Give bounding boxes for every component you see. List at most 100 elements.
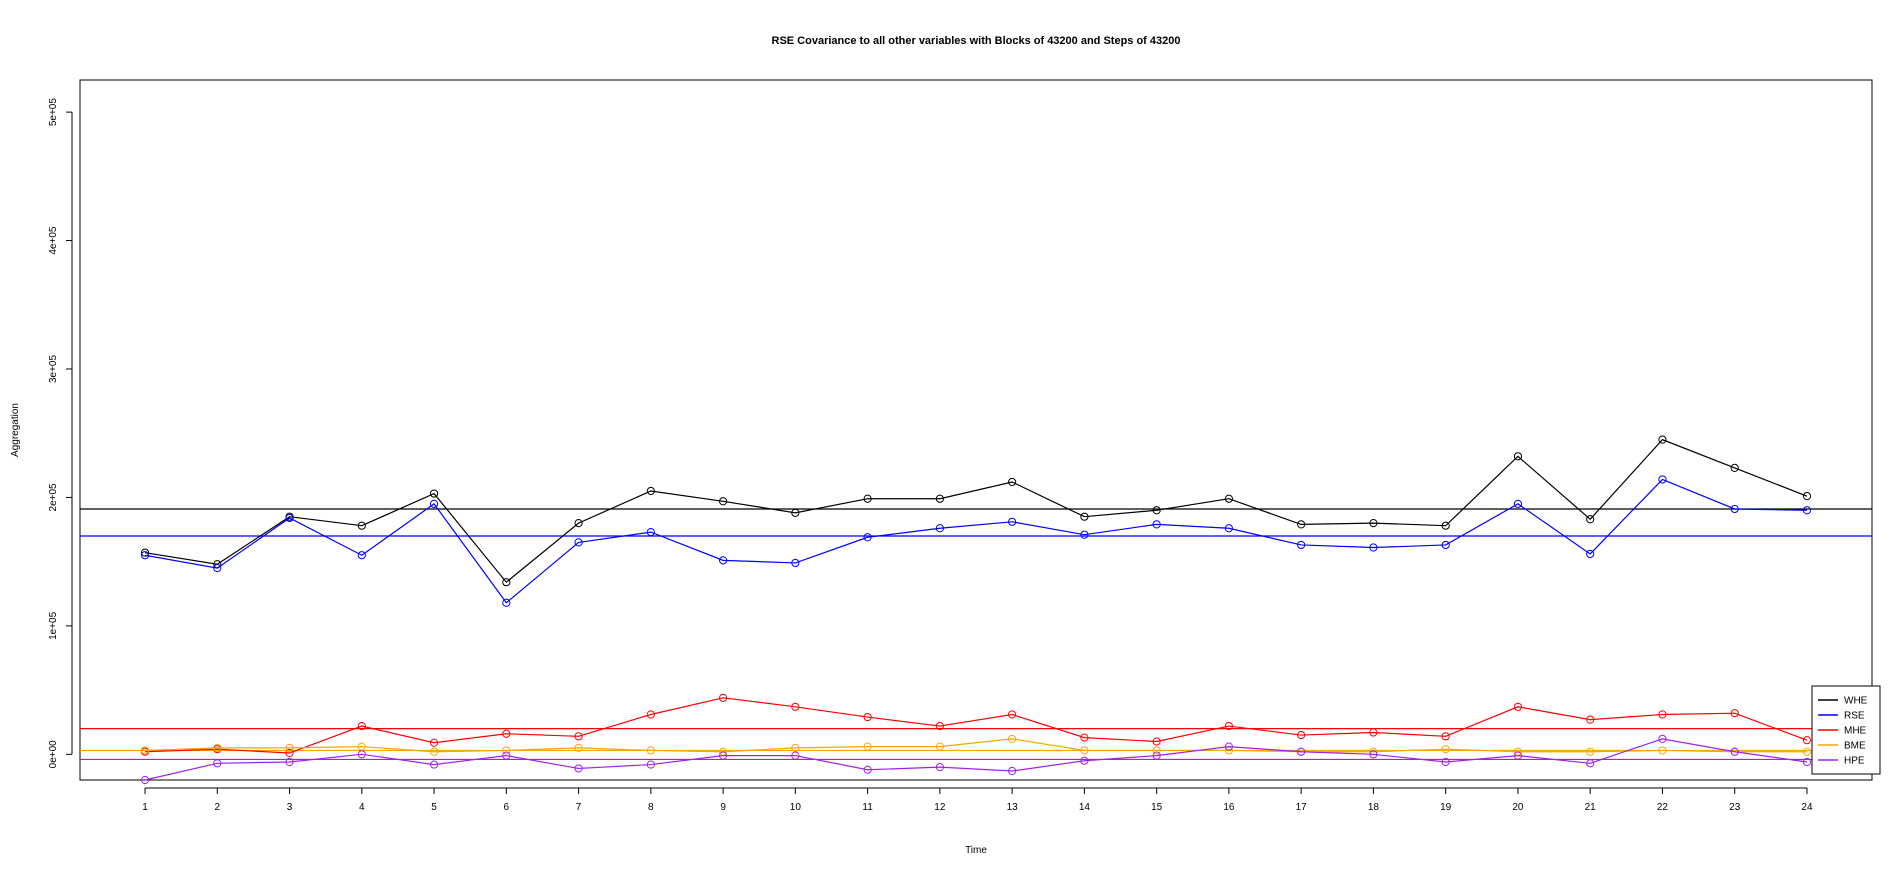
data-point [429,760,439,769]
data-point [1658,734,1667,743]
series-line-bme [145,738,1807,753]
data-point [1730,709,1739,718]
data-point [1080,746,1089,755]
data-point [1658,746,1667,755]
data-point [1802,506,1812,515]
data-point [1369,750,1378,759]
data-point [1008,710,1017,719]
data-point [1369,747,1378,756]
data-point [1152,520,1161,529]
data-point [285,757,294,767]
data-point [1586,549,1595,559]
data-point [791,508,800,517]
data-point [1369,728,1378,737]
x-tick-label: 5 [431,802,437,813]
data-point [502,598,511,607]
legend-item-hpe: HPE [1818,756,1865,767]
data-point [502,746,511,755]
series-whe [140,435,1812,587]
data-point [1080,733,1089,742]
x-tick-label: 4 [359,802,365,813]
data-point [357,742,366,751]
data-point [935,494,944,503]
x-tick-label: 18 [1368,802,1380,813]
x-tick-label: 13 [1007,802,1019,813]
data-point [1441,732,1450,741]
data-point [213,743,222,752]
data-point [1730,463,1739,472]
data-point [646,760,655,769]
data-point [429,489,439,498]
x-tick-label: 15 [1151,802,1163,813]
data-point [1297,540,1306,550]
data-point [1152,737,1161,746]
y-axis-label: Aggregation [10,403,21,457]
data-point [718,497,728,506]
data-point [1008,517,1017,526]
data-point [718,751,728,760]
legend-label: RSE [1844,711,1865,722]
data-point [140,548,150,557]
data-point [1441,757,1450,767]
data-point [1730,747,1739,756]
x-tick-label: 23 [1729,802,1741,813]
data-point [429,747,439,756]
series-rse [140,475,1812,607]
legend-label: HPE [1844,756,1865,767]
data-point [1369,519,1378,528]
legend-label: MHE [1844,726,1867,737]
x-axis-label: Time [965,845,987,856]
x-tick-label: 24 [1801,802,1813,813]
data-point [1586,759,1595,768]
legend-item-rse: RSE [1818,711,1865,722]
data-point [863,742,872,751]
data-point [574,519,583,528]
legend-item-whe: WHE [1818,696,1868,707]
data-point [574,732,583,741]
data-point [1008,766,1017,776]
data-point [646,528,655,537]
x-tick-label: 7 [576,802,582,813]
data-point [140,746,150,755]
x-tick-label: 3 [287,802,293,813]
data-point [791,751,800,760]
data-point [1513,452,1523,461]
legend-item-mhe: MHE [1818,726,1867,737]
data-point [1441,745,1450,754]
data-point [935,524,944,533]
x-tick-label: 20 [1512,802,1524,813]
data-point [935,721,944,731]
x-tick-label: 9 [720,802,726,813]
data-point [1224,524,1234,533]
data-point [718,556,728,565]
data-point [1224,721,1234,731]
series-hpe [140,734,1812,785]
data-point [1008,477,1017,487]
data-point [1802,492,1812,501]
data-point [1080,512,1089,521]
x-tick-label: 21 [1585,802,1597,813]
x-tick-label: 16 [1223,802,1235,813]
data-point [285,513,294,523]
x-tick-label: 8 [648,802,654,813]
data-point [1658,435,1667,444]
x-tick-label: 22 [1657,802,1669,813]
y-tick-label: 3e+05 [48,355,59,384]
data-point [1080,530,1089,539]
data-point [357,521,366,530]
data-point [1658,475,1667,484]
data-point [1080,756,1089,765]
x-tick-label: 6 [504,802,510,813]
data-point [502,729,511,738]
data-point [1297,730,1306,740]
data-point [429,499,439,508]
x-tick-label: 17 [1296,802,1308,813]
data-point [1586,515,1595,524]
data-point [357,551,366,560]
data-point [863,494,872,503]
data-point [646,746,655,755]
data-point [1224,494,1234,503]
data-point [140,775,150,785]
x-tick-label: 11 [862,802,873,813]
x-tick-label: 2 [215,802,221,813]
